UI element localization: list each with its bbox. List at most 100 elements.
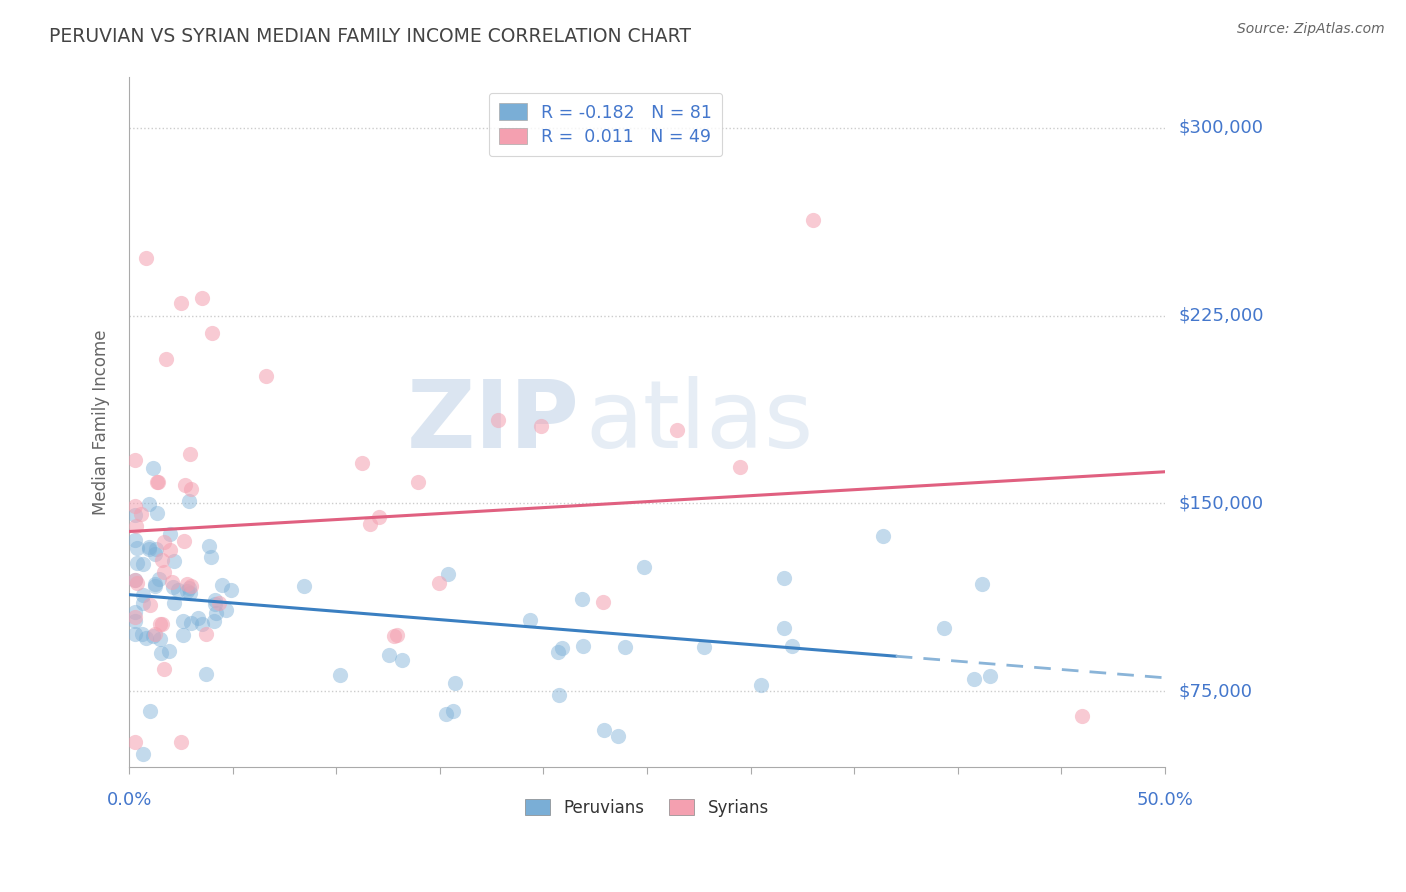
Point bbox=[163, 554, 186, 568]
Point bbox=[211, 578, 233, 592]
Point bbox=[486, 413, 509, 427]
Point bbox=[963, 672, 986, 686]
Point bbox=[593, 723, 616, 738]
Point bbox=[350, 456, 373, 470]
Point bbox=[1071, 709, 1094, 723]
Point bbox=[145, 541, 167, 556]
Point bbox=[801, 213, 824, 227]
Point bbox=[329, 668, 352, 682]
Point bbox=[143, 627, 166, 641]
Point bbox=[132, 589, 155, 603]
Point bbox=[205, 606, 228, 620]
Text: $300,000: $300,000 bbox=[1180, 119, 1264, 136]
Point bbox=[176, 583, 198, 598]
Point bbox=[519, 613, 541, 627]
Point bbox=[214, 603, 236, 617]
Point bbox=[138, 540, 160, 554]
Point bbox=[124, 734, 146, 748]
Point bbox=[773, 621, 796, 635]
Point bbox=[530, 419, 553, 434]
Point bbox=[972, 577, 994, 591]
Point bbox=[571, 592, 593, 607]
Point bbox=[219, 582, 242, 597]
Point bbox=[124, 605, 146, 619]
Point bbox=[159, 542, 181, 557]
Point bbox=[146, 475, 169, 490]
Point bbox=[129, 507, 152, 521]
Legend: Peruvians, Syrians: Peruvians, Syrians bbox=[519, 792, 776, 823]
Point bbox=[160, 575, 183, 590]
Text: 0.0%: 0.0% bbox=[107, 791, 152, 809]
Point bbox=[124, 627, 146, 641]
Point bbox=[548, 689, 571, 703]
Point bbox=[436, 566, 458, 581]
Point bbox=[125, 518, 148, 533]
Point bbox=[131, 626, 153, 640]
Point bbox=[201, 326, 224, 340]
Point bbox=[194, 667, 217, 681]
Point bbox=[145, 506, 167, 520]
Point bbox=[153, 565, 176, 579]
Point bbox=[124, 533, 146, 547]
Point bbox=[198, 539, 221, 553]
Point bbox=[204, 597, 226, 611]
Point bbox=[146, 475, 169, 490]
Point bbox=[157, 644, 180, 658]
Point bbox=[391, 653, 413, 667]
Point bbox=[979, 669, 1001, 683]
Point bbox=[124, 508, 146, 522]
Point bbox=[138, 497, 160, 511]
Point bbox=[139, 598, 162, 612]
Point bbox=[202, 614, 225, 628]
Point bbox=[124, 499, 146, 513]
Point bbox=[124, 573, 146, 587]
Point bbox=[932, 622, 955, 636]
Point bbox=[179, 494, 201, 508]
Point bbox=[633, 559, 655, 574]
Text: $225,000: $225,000 bbox=[1180, 307, 1264, 325]
Point bbox=[143, 579, 166, 593]
Point bbox=[124, 609, 146, 624]
Point bbox=[135, 632, 157, 646]
Point bbox=[155, 352, 177, 367]
Point bbox=[204, 593, 226, 607]
Point bbox=[150, 553, 173, 567]
Point bbox=[152, 535, 174, 549]
Point bbox=[177, 582, 200, 596]
Point bbox=[148, 572, 170, 586]
Point bbox=[191, 616, 214, 631]
Point bbox=[751, 678, 773, 692]
Text: Source: ZipAtlas.com: Source: ZipAtlas.com bbox=[1237, 22, 1385, 37]
Point bbox=[427, 576, 450, 591]
Point bbox=[125, 541, 148, 555]
Point bbox=[138, 704, 160, 718]
Text: atlas: atlas bbox=[585, 376, 813, 468]
Point bbox=[173, 533, 195, 548]
Point bbox=[382, 629, 405, 643]
Point bbox=[385, 628, 408, 642]
Point bbox=[176, 577, 198, 591]
Point bbox=[170, 734, 193, 748]
Y-axis label: Median Family Income: Median Family Income bbox=[93, 329, 110, 515]
Point bbox=[138, 541, 160, 556]
Point bbox=[167, 582, 190, 597]
Point bbox=[149, 646, 172, 660]
Point bbox=[179, 586, 201, 600]
Point bbox=[172, 627, 194, 641]
Point bbox=[152, 663, 174, 677]
Point bbox=[187, 610, 209, 624]
Point bbox=[174, 478, 197, 492]
Point bbox=[143, 547, 166, 561]
Point bbox=[195, 627, 218, 641]
Point bbox=[728, 460, 751, 475]
Point bbox=[170, 296, 193, 310]
Point bbox=[254, 368, 277, 383]
Point bbox=[190, 291, 212, 305]
Point bbox=[406, 475, 429, 490]
Point bbox=[162, 596, 184, 610]
Text: $75,000: $75,000 bbox=[1180, 682, 1253, 700]
Point bbox=[143, 576, 166, 591]
Point bbox=[135, 251, 157, 265]
Point bbox=[142, 461, 165, 475]
Point bbox=[200, 550, 222, 565]
